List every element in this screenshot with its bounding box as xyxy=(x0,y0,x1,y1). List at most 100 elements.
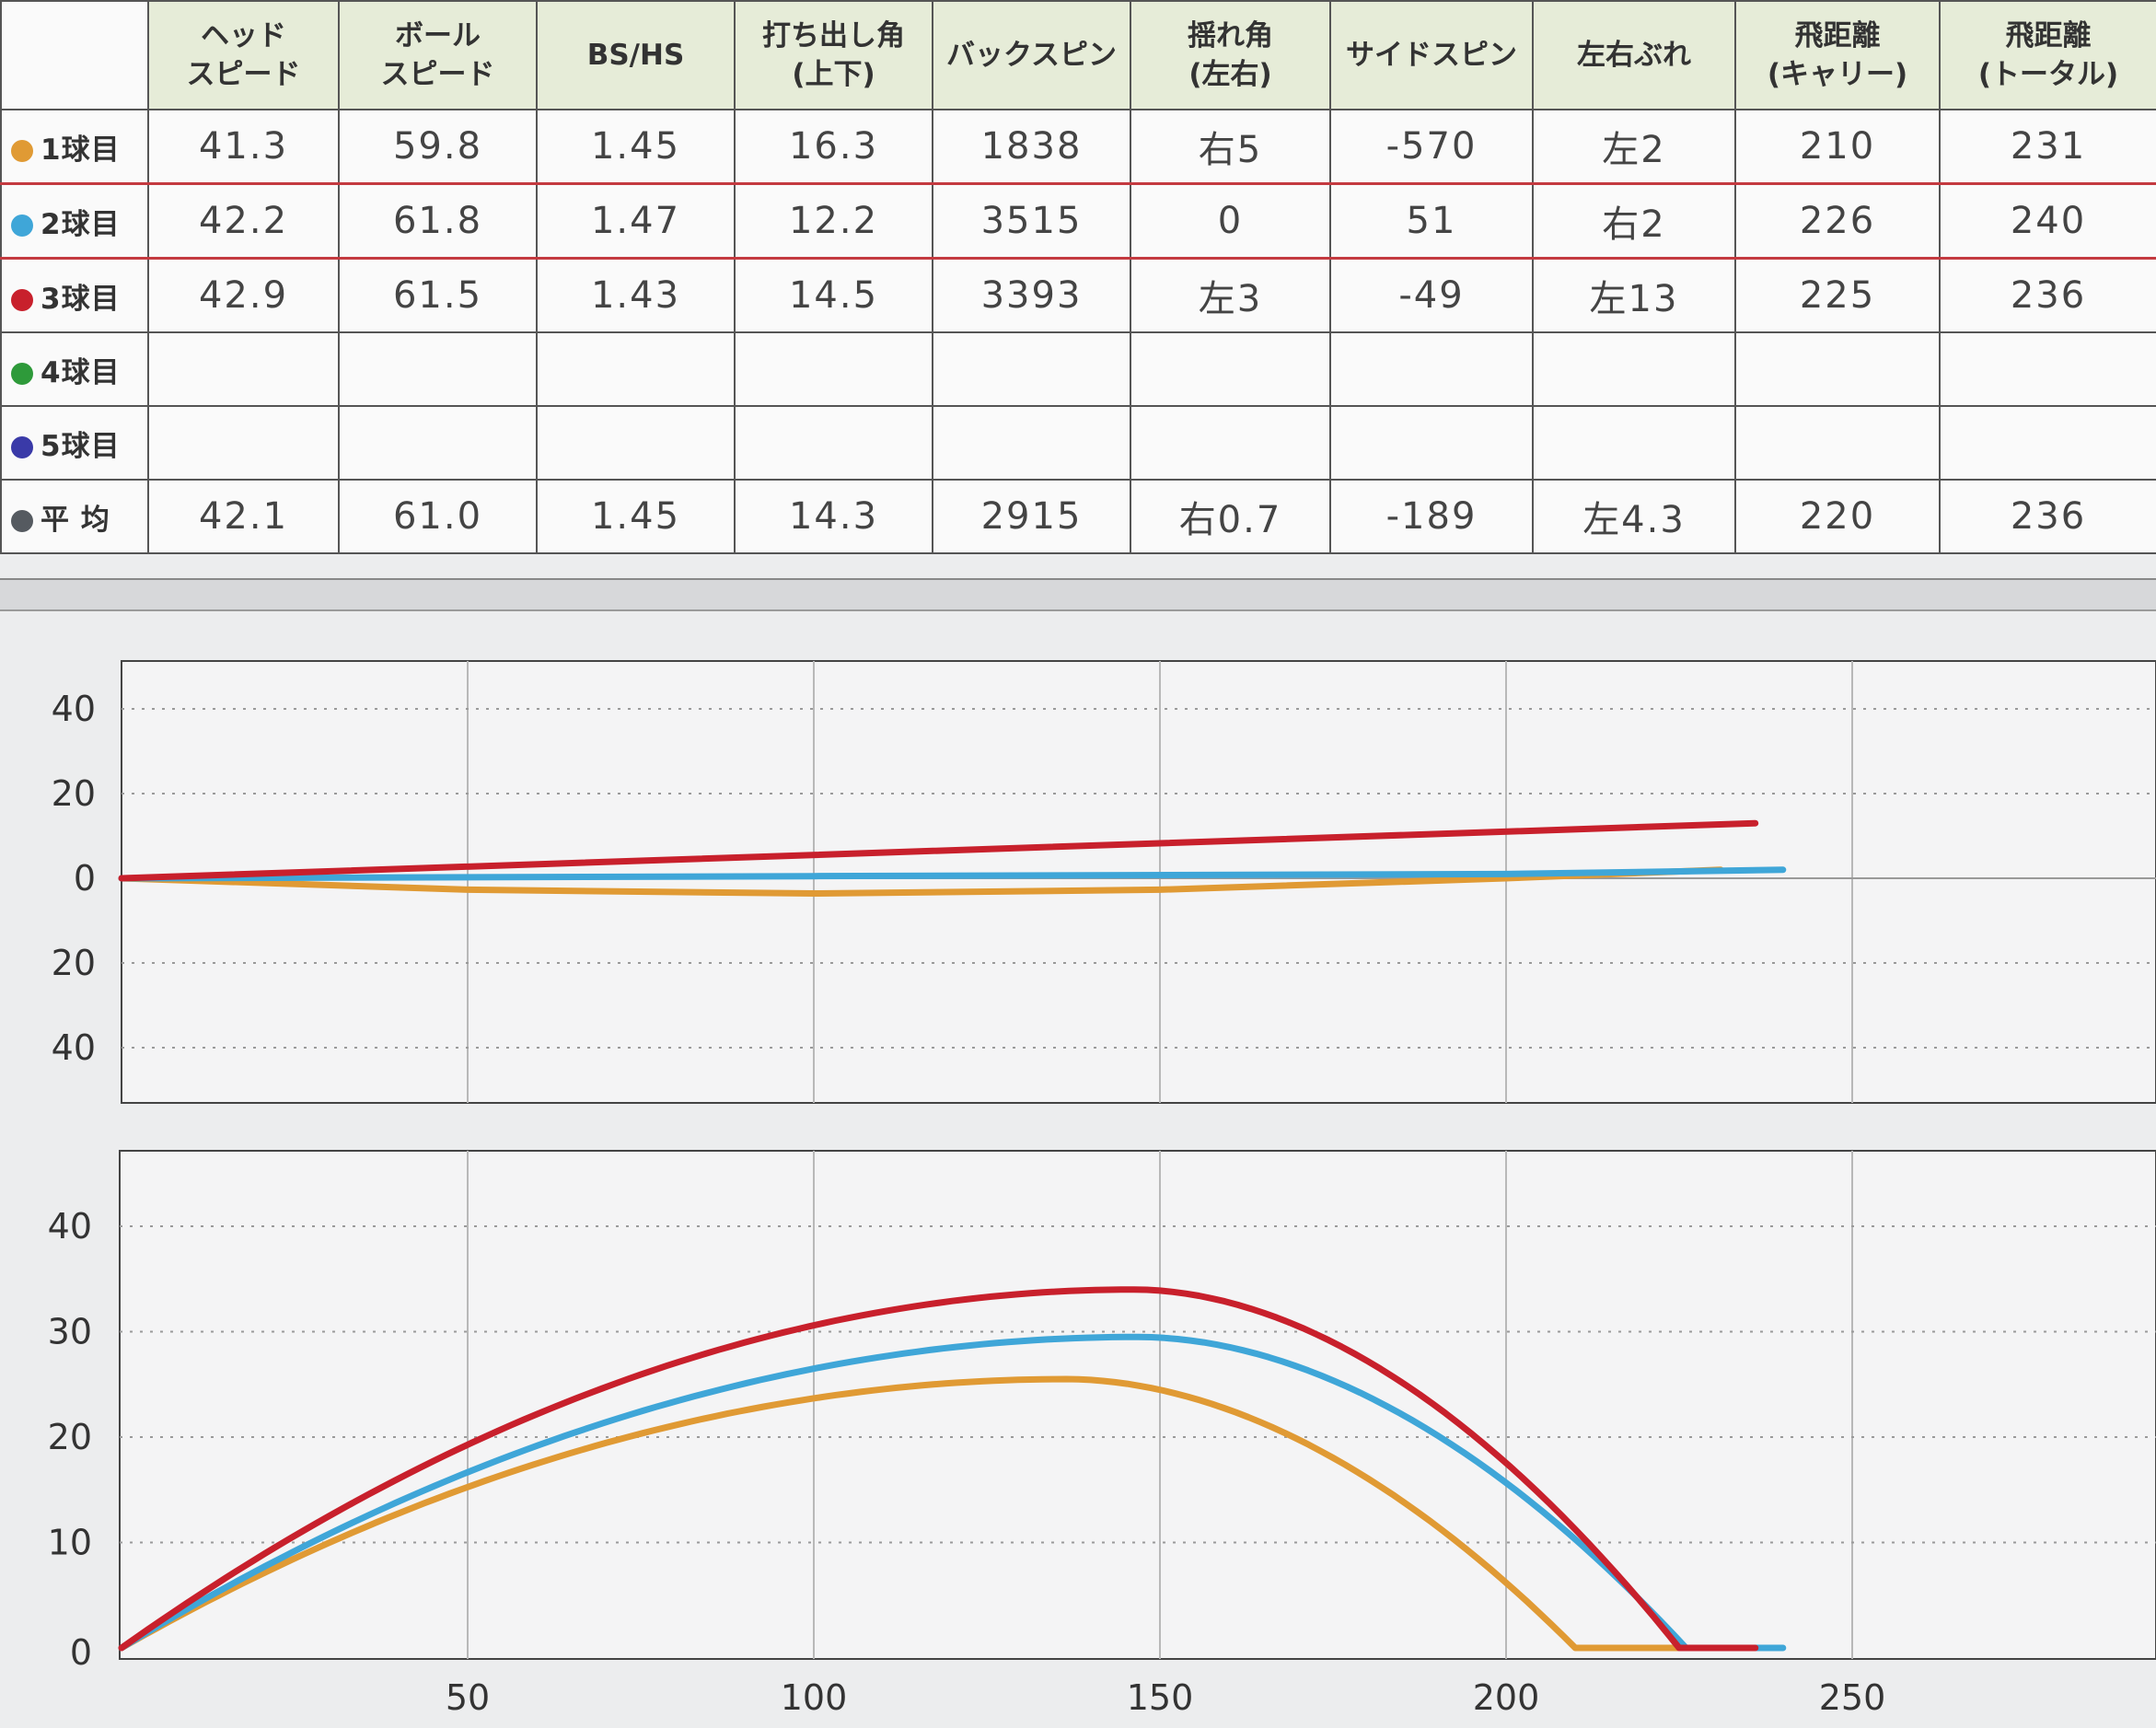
shot-label-text: 平 均 xyxy=(41,503,110,537)
cell-ball-speed xyxy=(338,405,538,481)
side-series-line-2 xyxy=(118,1333,1787,1652)
cell-ball-speed: 61.5 xyxy=(338,257,538,333)
shot-label: 3球目 xyxy=(0,257,149,333)
shot-label-text: 4球目 xyxy=(41,355,121,389)
shot-label-text: 2球目 xyxy=(41,207,121,241)
cell-head-speed: 42.1 xyxy=(147,479,340,554)
table-row: 4球目 xyxy=(0,331,2156,407)
shot-label: 2球目 xyxy=(0,182,149,260)
cell-total: 240 xyxy=(1939,182,2156,260)
header-offline: 左右ぶれ xyxy=(1532,0,1736,110)
cell-back-spin: 2915 xyxy=(932,479,1131,554)
cell-ball-speed: 61.8 xyxy=(338,182,538,260)
cell-offline xyxy=(1532,331,1736,407)
section-divider xyxy=(0,578,2156,611)
cell-offline: 右2 xyxy=(1532,182,1736,260)
side-x-tick-label: 150 xyxy=(1127,1677,1194,1718)
shot-color-dot-icon xyxy=(11,509,33,532)
cell-ball-speed: 59.8 xyxy=(338,109,538,185)
side-plot-area xyxy=(119,1150,2156,1660)
table-header-row: ヘッド スピード ボール スピード BS/HS 打ち出し角 (上下) バックスピ… xyxy=(0,0,2156,110)
table-row: 5球目 xyxy=(0,405,2156,481)
cell-launch-angle: 14.3 xyxy=(734,479,933,554)
header-side-angle: 揺れ角 (左右) xyxy=(1130,0,1331,110)
shot-color-dot-icon xyxy=(11,362,33,385)
top-y-tick-label: 40 xyxy=(52,1027,96,1068)
shot-color-dot-icon xyxy=(11,288,33,311)
cell-offline xyxy=(1532,405,1736,481)
cell-smash-factor xyxy=(536,331,736,407)
cell-back-spin xyxy=(932,331,1131,407)
cell-carry: 225 xyxy=(1734,257,1941,333)
table-row: 3球目 42.9 61.5 1.43 14.5 3393 左3 -49 左13 225 236 xyxy=(0,257,2156,333)
cell-head-speed xyxy=(147,331,340,407)
header-smash-factor: BS/HS xyxy=(536,0,736,110)
top-view-chart: 40 20 0 20 40 xyxy=(52,660,2156,1104)
cell-smash-factor xyxy=(536,405,736,481)
cell-carry xyxy=(1734,405,1941,481)
shot-color-dot-icon xyxy=(11,435,33,458)
side-series-line-3 xyxy=(118,1286,1759,1652)
side-y-tick-label: 10 xyxy=(48,1523,92,1563)
shot-label-text: 1球目 xyxy=(41,133,121,167)
cell-head-speed: 41.3 xyxy=(147,109,340,185)
cell-total: 231 xyxy=(1939,109,2156,185)
cell-side-angle: 0 xyxy=(1130,182,1331,260)
cell-side-angle: 右5 xyxy=(1130,109,1331,185)
shot-label: 平 均 xyxy=(0,479,149,554)
cell-back-spin xyxy=(932,405,1131,481)
cell-side-spin: -570 xyxy=(1329,109,1534,185)
cell-smash-factor: 1.45 xyxy=(536,479,736,554)
side-y-tick-label: 30 xyxy=(48,1312,92,1352)
header-total: 飛距離 (トータル) xyxy=(1939,0,2156,110)
header-corner xyxy=(0,0,149,110)
cell-launch-angle: 14.5 xyxy=(734,257,933,333)
cell-ball-speed xyxy=(338,331,538,407)
side-y-tick-label: 40 xyxy=(48,1206,92,1247)
cell-head-speed xyxy=(147,405,340,481)
header-launch-angle: 打ち出し角 (上下) xyxy=(734,0,933,110)
cell-launch-angle: 16.3 xyxy=(734,109,933,185)
shot-label-text: 3球目 xyxy=(41,282,121,316)
cell-side-angle xyxy=(1130,405,1331,481)
header-head-speed: ヘッド スピード xyxy=(147,0,340,110)
side-x-tick-label: 50 xyxy=(446,1677,490,1718)
cell-smash-factor: 1.45 xyxy=(536,109,736,185)
cell-carry: 226 xyxy=(1734,182,1941,260)
shot-label: 5球目 xyxy=(0,405,149,481)
table-row: 平 均 42.1 61.0 1.45 14.3 2915 右0.7 -189 左4.3 220 23… xyxy=(0,479,2156,554)
cell-total xyxy=(1939,331,2156,407)
shot-label: 1球目 xyxy=(0,109,149,185)
shot-label: 4球目 xyxy=(0,331,149,407)
table-row: 2球目 42.2 61.8 1.47 12.2 3515 0 51 右2 226 240 xyxy=(0,182,2156,260)
cell-total xyxy=(1939,405,2156,481)
table-row: 1球目 41.3 59.8 1.45 16.3 1838 右5 -570 左2 210 231 xyxy=(0,109,2156,185)
side-y-tick-label: 20 xyxy=(48,1417,92,1457)
cell-head-speed: 42.9 xyxy=(147,257,340,333)
top-plot-area xyxy=(121,660,2156,1104)
header-carry: 飛距離 (キャリー) xyxy=(1734,0,1941,110)
shot-label-text: 5球目 xyxy=(41,429,121,463)
cell-launch-angle xyxy=(734,331,933,407)
top-y-tick-label: 20 xyxy=(52,773,96,814)
cell-carry: 210 xyxy=(1734,109,1941,185)
shot-color-dot-icon xyxy=(11,139,33,162)
cell-head-speed: 42.2 xyxy=(147,182,340,260)
cell-side-angle xyxy=(1130,331,1331,407)
cell-side-spin: -49 xyxy=(1329,257,1534,333)
side-series-line-1 xyxy=(118,1375,1724,1652)
cell-side-angle: 右0.7 xyxy=(1130,479,1331,554)
cell-back-spin: 3393 xyxy=(932,257,1131,333)
top-series-line-2 xyxy=(118,866,1787,882)
cell-carry xyxy=(1734,331,1941,407)
cell-side-spin xyxy=(1329,331,1534,407)
cell-launch-angle: 12.2 xyxy=(734,182,933,260)
cell-offline: 左13 xyxy=(1532,257,1736,333)
cell-side-angle: 左3 xyxy=(1130,257,1331,333)
cell-offline: 左2 xyxy=(1532,109,1736,185)
cell-offline: 左4.3 xyxy=(1532,479,1736,554)
top-y-tick-label: 20 xyxy=(52,943,96,983)
side-x-tick-label: 100 xyxy=(781,1677,848,1718)
